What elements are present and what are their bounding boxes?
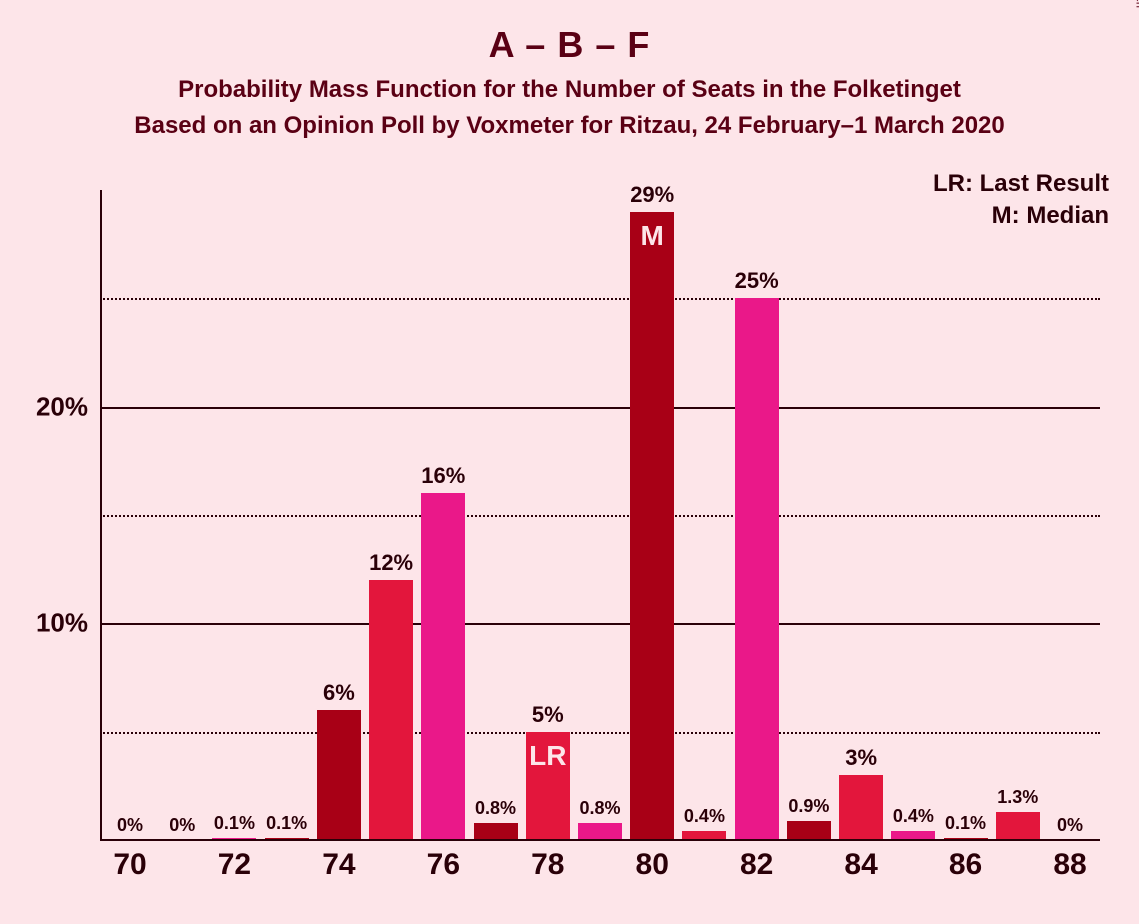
bar-value-label: 5%: [532, 702, 564, 732]
bar: 6%: [317, 710, 361, 840]
x-tick-label: 82: [740, 848, 773, 882]
bar-value-label: 0.4%: [684, 806, 725, 831]
bar-value-label: 0.4%: [893, 806, 934, 831]
bar: 0.8%: [474, 823, 518, 840]
bar-inner-label: LR: [529, 740, 566, 772]
bar: 25%: [735, 298, 779, 840]
bar-value-label: 0%: [1057, 815, 1083, 840]
title-block: A – B – F Probability Mass Function for …: [0, 0, 1139, 140]
x-tick-label: 78: [531, 848, 564, 882]
bar-value-label: 25%: [735, 268, 779, 298]
bar-value-label: 16%: [421, 463, 465, 493]
x-tick-label: 86: [949, 848, 982, 882]
bar-value-label: 6%: [323, 680, 355, 710]
bar: 0.9%: [787, 821, 831, 841]
bar-inner-label: M: [641, 220, 664, 252]
chart-subtitle-2: Based on an Opinion Poll by Voxmeter for…: [0, 112, 1139, 140]
bar: 3%: [839, 775, 883, 840]
x-tick-label: 72: [218, 848, 251, 882]
bar-value-label: 12%: [369, 550, 413, 580]
bar-value-label: 0.9%: [788, 796, 829, 821]
x-tick-label: 70: [113, 848, 146, 882]
bar-value-label: 0.1%: [214, 813, 255, 838]
x-axis-line: [100, 839, 1100, 841]
bar-value-label: 0.1%: [266, 813, 307, 838]
x-tick-label: 74: [322, 848, 355, 882]
y-tick-label: 20%: [36, 391, 88, 422]
x-tick-label: 84: [844, 848, 877, 882]
bar-value-label: 0.8%: [475, 798, 516, 823]
bar: 16%: [421, 493, 465, 840]
bar-value-label: 0.8%: [579, 798, 620, 823]
bar: 1.3%: [996, 812, 1040, 840]
x-axis-labels: 70 72 74 76 78 80 82 84 86 88: [100, 848, 1100, 898]
plot-area: 0%0%0.1%0.1%6%12%16%0.8%5%LR0.8%29%M0.4%…: [100, 190, 1100, 840]
chart-title: A – B – F: [0, 24, 1139, 66]
bar-value-label: 0.1%: [945, 813, 986, 838]
bar-value-label: 29%: [630, 182, 674, 212]
bars-area: 0%0%0.1%0.1%6%12%16%0.8%5%LR0.8%29%M0.4%…: [100, 190, 1100, 840]
bar: 12%: [369, 580, 413, 840]
bar-value-label: 3%: [845, 745, 877, 775]
bar: 0.8%: [578, 823, 622, 840]
bar-value-label: 0%: [169, 815, 195, 840]
bar-value-label: 1.3%: [997, 787, 1038, 812]
x-tick-label: 76: [427, 848, 460, 882]
chart-subtitle-1: Probability Mass Function for the Number…: [0, 76, 1139, 104]
bar-value-label: 0%: [117, 815, 143, 840]
copyright-text: © 2020 Filip van Laenen: [1133, 0, 1139, 8]
bar: 29%M: [630, 212, 674, 840]
bar: 5%LR: [526, 732, 570, 840]
x-tick-label: 88: [1053, 848, 1086, 882]
y-tick-label: 10%: [36, 608, 88, 639]
x-tick-label: 80: [636, 848, 669, 882]
